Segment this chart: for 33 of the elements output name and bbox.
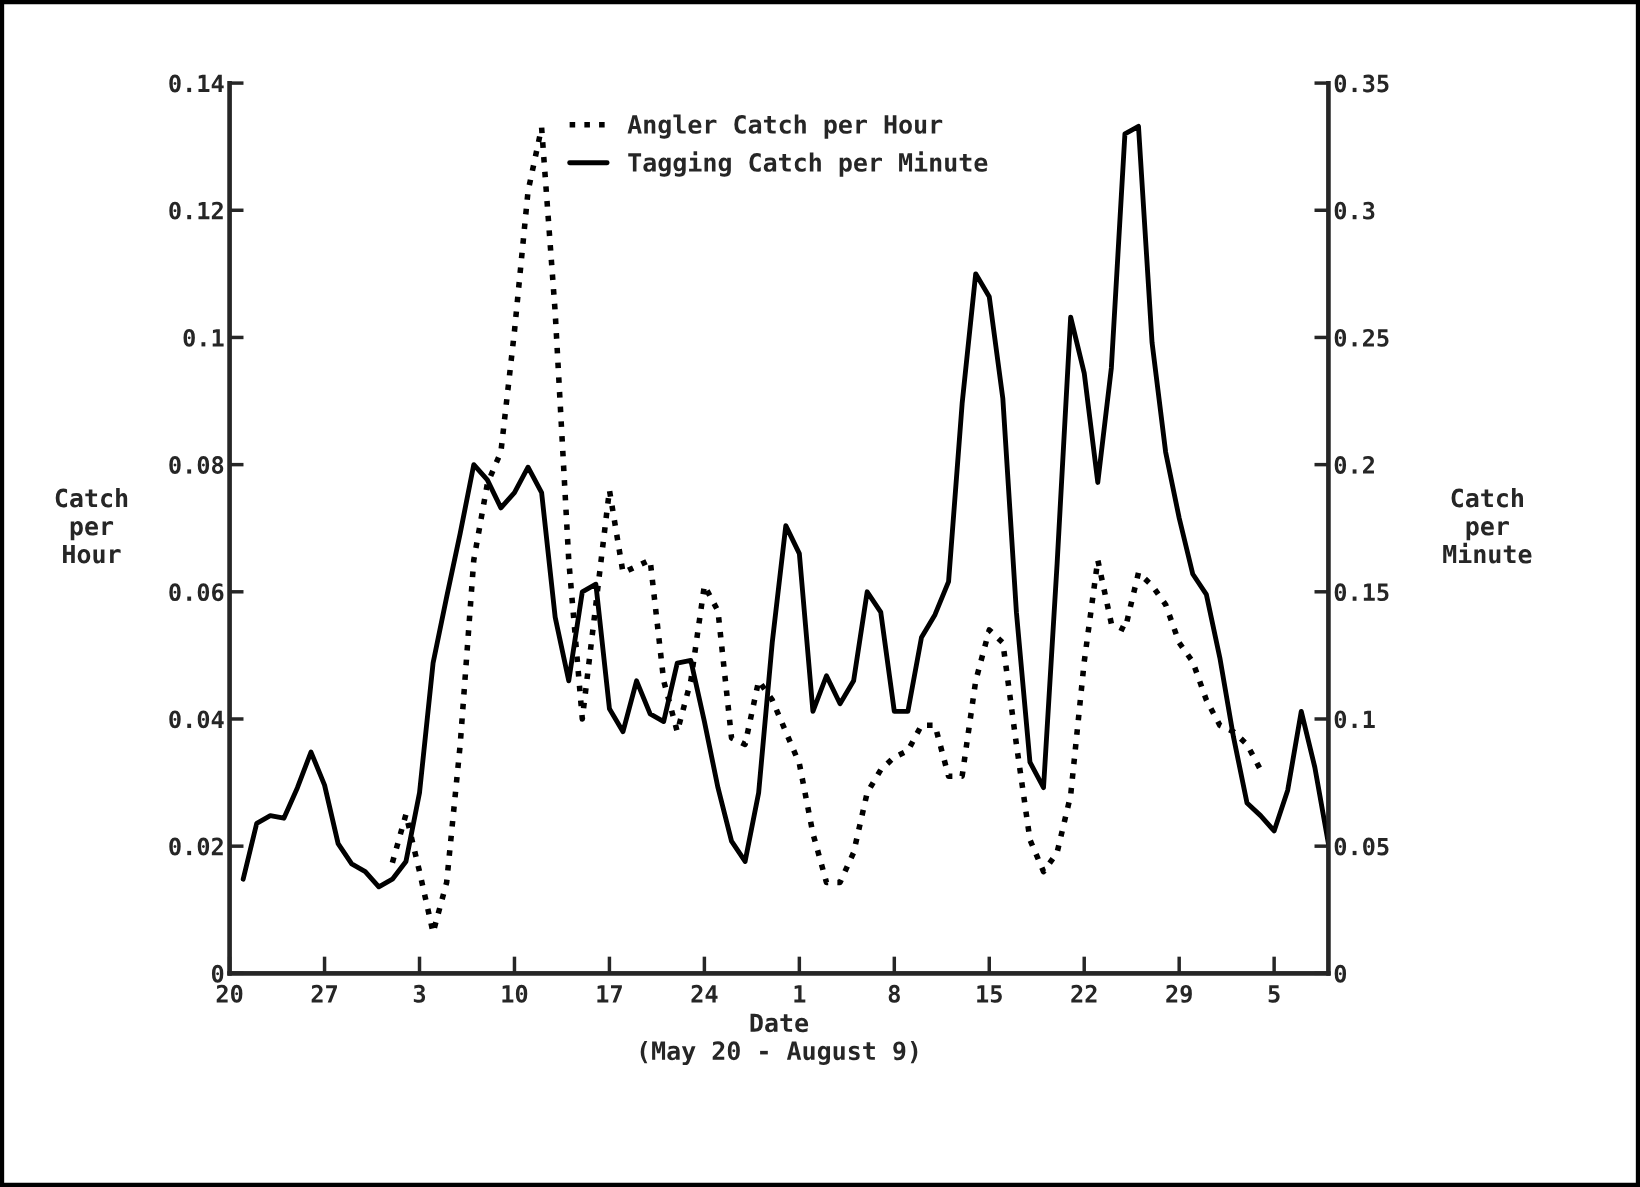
y-tick-label: 0: [211, 964, 224, 983]
y2-tick-label: 0.15: [1334, 583, 1389, 602]
x-tick-label: 27: [311, 984, 337, 1003]
legend-label: Tagging Catch per Minute: [628, 151, 988, 177]
y-tick-label: 0.12: [169, 201, 223, 220]
y-tick-label: 0.02: [169, 837, 223, 856]
y-tick-label: 0.06: [169, 583, 224, 602]
x-tick-label: 29: [1166, 984, 1192, 1003]
y2-tick-label: 0.35: [1334, 74, 1389, 93]
y2-tick-label: 0.1: [1334, 710, 1375, 729]
y2-axis-title: Catch per Minute: [1443, 488, 1532, 564]
x-tick-label: 17: [597, 985, 622, 1003]
x-tick-label: 22: [1071, 984, 1097, 1003]
x-tick-label: 3: [413, 984, 426, 1003]
x-tick-label: 10: [502, 984, 528, 1003]
x-axis-title: Date (May 20 - August 9): [640, 1013, 918, 1066]
legend-label: Angler Catch per Hour: [627, 114, 943, 139]
y2-tick-label: 0.25: [1334, 328, 1389, 347]
y2-tick-label: 0: [1334, 964, 1347, 983]
y2-tick-label: 0.2: [1334, 456, 1374, 474]
x-tick-label: 20: [216, 984, 243, 1003]
y-tick-label: 0.1: [183, 328, 224, 347]
x-tick-label: 24: [691, 984, 718, 1003]
x-tick-label: 8: [888, 984, 900, 1003]
x-tick-label: 15: [977, 985, 1002, 1003]
y-tick-label: 0.08: [169, 456, 224, 474]
y-axis-title: Catch per Hour: [55, 488, 128, 564]
x-tick-label: 1: [794, 985, 806, 1003]
y-tick-label: 0.14: [169, 74, 224, 93]
y2-tick-label: 0.05: [1334, 837, 1389, 856]
y-tick-label: 0.04: [169, 710, 224, 729]
x-tick-label: 5: [1268, 985, 1280, 1003]
y2-tick-label: 0.3: [1334, 201, 1375, 220]
